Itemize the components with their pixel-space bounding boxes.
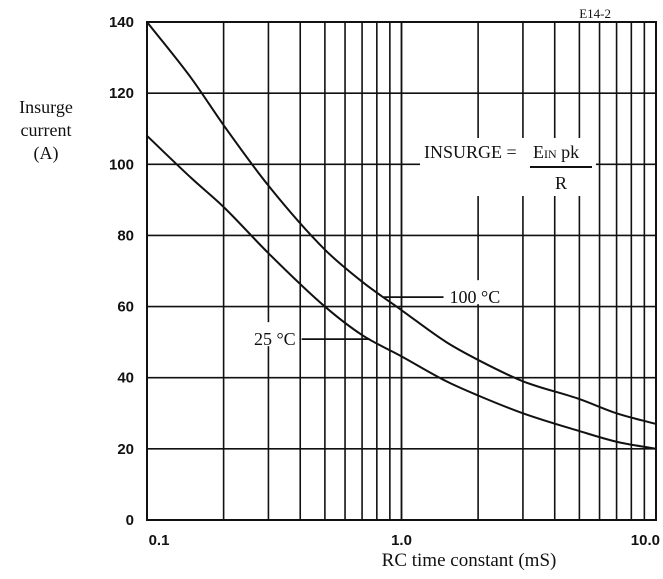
y-tick-label-120: 120 — [109, 85, 134, 102]
formula-denominator: R — [555, 173, 567, 193]
series-line-100c — [146, 21, 657, 425]
y-tick-label-20: 20 — [117, 441, 134, 458]
formula-numerator-main: E — [533, 142, 544, 162]
formula-numerator: EIN pk — [533, 142, 579, 162]
y-axis-label-line-2: current — [21, 120, 72, 140]
label-background-25c — [243, 322, 298, 347]
series-label-100c: 100 °C — [450, 287, 501, 307]
insurge-formula: INSURGE = EIN pk R — [420, 138, 596, 196]
figure-code: E14-2 — [579, 6, 611, 21]
series-line-25c — [146, 135, 657, 450]
x-tick-label-0: 0.1 — [149, 532, 170, 549]
x-tick-label-2: 10.0 — [631, 532, 660, 549]
formula-numerator-rest: pk — [557, 142, 580, 162]
y-axis-label-line-1: Insurge — [19, 97, 73, 117]
grid-layer — [146, 21, 657, 521]
y-tick-label-40: 40 — [117, 370, 134, 387]
y-tick-label-80: 80 — [117, 227, 134, 244]
plot-frame — [146, 21, 657, 521]
formula-numerator-subscript: IN — [544, 147, 557, 161]
series-label-25c: 25 °C — [254, 329, 296, 349]
x-axis-label: RC time constant (mS) — [382, 550, 557, 571]
tick-label-layer: 0 20 40 60 80 100 120 140 0.1 1.0 10.0 — [109, 14, 660, 549]
curve-layer — [146, 21, 657, 450]
x-tick-label-1: 1.0 — [391, 532, 412, 549]
y-axis-label-line-3: (A) — [34, 143, 59, 164]
y-tick-label-0: 0 — [126, 512, 134, 529]
y-tick-label-60: 60 — [117, 299, 134, 316]
formula-lhs: INSURGE = — [424, 142, 517, 162]
y-tick-label-140: 140 — [109, 14, 134, 31]
y-tick-label-100: 100 — [109, 156, 134, 173]
label-background-100c — [445, 280, 512, 305]
annotation-layer: 100 °C 25 °C — [243, 280, 512, 349]
